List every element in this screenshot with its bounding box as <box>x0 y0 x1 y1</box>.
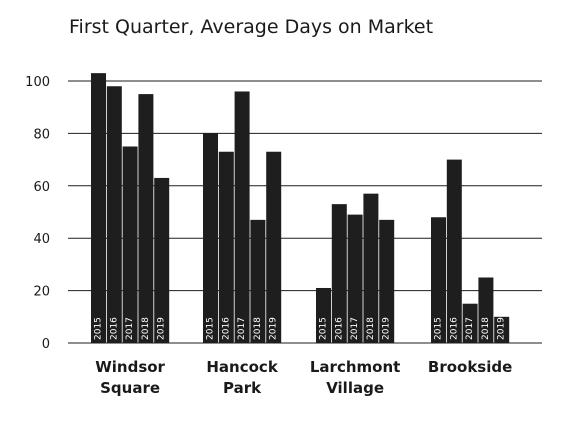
y-tick-label: 100 <box>25 75 50 90</box>
x-category-label: Village <box>326 379 384 397</box>
x-category-label: Park <box>223 379 262 397</box>
x-category-label: Brookside <box>428 358 512 376</box>
bar <box>379 219 395 343</box>
y-tick-label: 20 <box>33 285 50 300</box>
bar-year-label: 2017 <box>125 317 135 340</box>
bar <box>266 151 282 343</box>
bar <box>363 193 379 343</box>
x-category-label: Square <box>100 379 160 397</box>
bar <box>316 287 331 343</box>
bar <box>122 146 138 343</box>
x-category-label: Larchmont <box>310 358 400 376</box>
bar <box>331 204 347 343</box>
bar <box>347 214 363 343</box>
y-tick-label: 0 <box>42 337 50 352</box>
bar <box>462 303 478 343</box>
y-tick-label: 60 <box>33 180 50 195</box>
bar-year-label: 2019 <box>269 317 279 340</box>
bar <box>494 316 510 343</box>
bar <box>154 177 170 343</box>
bar-year-label: 2018 <box>481 317 491 340</box>
bar-year-label: 2018 <box>253 317 263 340</box>
bar <box>138 94 154 343</box>
bar <box>446 159 462 343</box>
y-tick-label: 40 <box>33 232 50 247</box>
x-category-label: Hancock <box>206 358 278 376</box>
chart-title: First Quarter, Average Days on Market <box>69 16 434 38</box>
bar-year-label: 2015 <box>206 317 216 340</box>
x-category-label: Windsor <box>95 358 165 376</box>
bar-year-label: 2017 <box>465 317 475 340</box>
bar-year-label: 2019 <box>157 317 167 340</box>
bar-year-label: 2015 <box>434 317 444 340</box>
bar-year-label: 2016 <box>334 317 344 340</box>
bar-year-label: 2017 <box>237 317 247 340</box>
bar-year-label: 2016 <box>109 317 119 340</box>
bar <box>218 151 234 343</box>
bar-year-label: 2017 <box>350 317 360 340</box>
bar-year-label: 2016 <box>221 317 231 340</box>
bar <box>478 277 494 343</box>
bar <box>203 133 218 343</box>
bar-year-label: 2015 <box>94 317 104 340</box>
bar <box>234 91 250 343</box>
bar-year-label: 2016 <box>449 317 459 340</box>
bar <box>106 86 122 344</box>
bar-year-label: 2015 <box>319 317 329 340</box>
bar-year-label: 2019 <box>382 317 392 340</box>
bar-year-label: 2018 <box>141 317 151 340</box>
y-tick-label: 80 <box>33 127 50 142</box>
bar <box>250 219 266 343</box>
bar <box>431 217 446 343</box>
bar <box>91 73 106 343</box>
bar-year-label: 2018 <box>366 317 376 340</box>
bar-year-label: 2019 <box>497 317 507 340</box>
